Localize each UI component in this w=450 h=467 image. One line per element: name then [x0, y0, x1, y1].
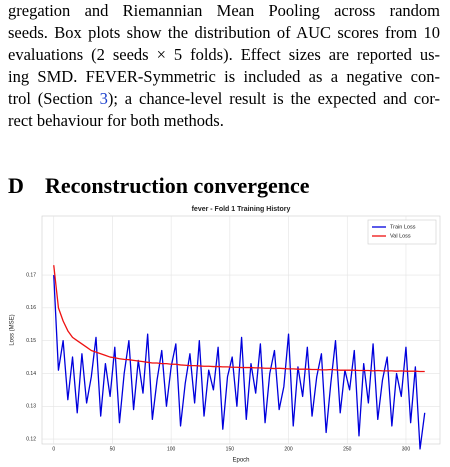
y-tick-label: 0.14 [26, 371, 36, 377]
text-line: rect behaviour for both methods. [8, 111, 224, 130]
line-series [53, 265, 425, 373]
y-tick-label: 0.16 [26, 305, 36, 311]
y-tick-label: 0.15 [26, 338, 36, 344]
y-tick-label: 0.13 [26, 404, 36, 410]
text-line: ing SMD. FEVER-Symmetric is included as … [8, 67, 440, 86]
chart-title: fever - Fold 1 Training History [192, 206, 291, 213]
x-tick-label: 100 [167, 446, 176, 452]
section-heading: D Reconstruction convergence [8, 173, 310, 199]
legend-label: Train Loss [390, 224, 416, 230]
x-tick-label: 150 [226, 446, 235, 452]
line-series [53, 275, 426, 450]
x-tick-label: 200 [284, 446, 293, 452]
x-tick-label: 300 [402, 446, 411, 452]
x-tick-label: 0 [52, 446, 55, 452]
section-number: D [8, 173, 24, 198]
x-axis-label: Epoch [232, 458, 249, 464]
y-tick-label: 0.12 [26, 436, 36, 442]
text-part: trol (Section [8, 89, 100, 108]
y-tick-label: 0.17 [26, 272, 36, 278]
x-tick-label: 250 [343, 446, 352, 452]
legend-box [367, 219, 437, 245]
text-part: ); a chance-level result is the expected… [107, 89, 440, 108]
text-line: evaluations (2 seeds × 5 folds). Effect … [8, 45, 440, 64]
text-line: seeds. Box plots show the distribution o… [8, 23, 440, 42]
text-line: trol (Section 3); a chance-level result … [8, 88, 440, 110]
y-axis-label: Loss (MSE) [10, 314, 16, 345]
x-tick-label: 50 [110, 446, 116, 452]
section-link[interactable]: 3 [99, 89, 108, 108]
legend-label: Val Loss [390, 233, 411, 239]
chart: fever - Fold 1 Training History Epoch Lo… [10, 206, 441, 464]
section-title: Reconstruction convergence [45, 173, 310, 198]
paragraph: gregation and Riemannian Mean Pooling ac… [8, 0, 440, 132]
text-line: gregation and Riemannian Mean Pooling ac… [8, 1, 440, 20]
